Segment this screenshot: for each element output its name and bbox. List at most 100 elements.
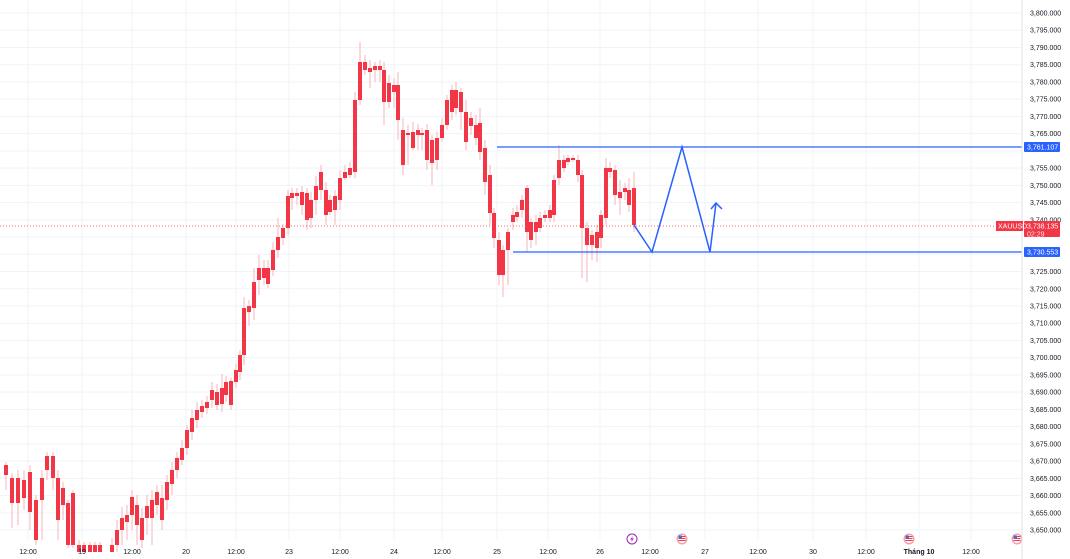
candle [324, 190, 328, 215]
price-tick-label: 3,775.000 [1030, 97, 1061, 104]
candle [71, 493, 75, 545]
candle [543, 215, 547, 218]
candle [552, 180, 556, 215]
time-tick-label: 30 [809, 549, 817, 556]
candle [4, 465, 8, 475]
us-flag-icon[interactable] [676, 533, 688, 545]
candle [387, 83, 391, 102]
candle [501, 250, 505, 275]
price-tick-label: 3,665.000 [1030, 476, 1061, 483]
price-axis-bg[interactable] [1022, 0, 1070, 559]
candle [120, 518, 124, 530]
price-tick-label: 3,790.000 [1030, 45, 1061, 52]
svg-text:XAUUSD: XAUUSD [998, 224, 1027, 231]
candle [314, 186, 318, 200]
candle [520, 200, 524, 210]
candle [165, 482, 169, 500]
time-tick-label: 26 [596, 549, 604, 556]
price-tick-label: 3,690.000 [1030, 390, 1061, 397]
candle [580, 175, 584, 228]
time-axis[interactable]: 12:00 19 12:00 20 12:00 23 12:00 24 12:00 25 12:00… [19, 549, 980, 556]
candle [333, 196, 337, 210]
candle [115, 530, 119, 545]
price-tick-label: 3,765.000 [1030, 131, 1061, 138]
price-tick-label: 3,800.000 [1030, 11, 1061, 18]
candle [309, 200, 313, 218]
price-tick-label: 3,695.000 [1030, 372, 1061, 379]
candle [51, 456, 55, 478]
candle [396, 85, 400, 120]
time-tick-label: 12:00 [539, 549, 557, 556]
candle [538, 218, 542, 228]
candles [4, 42, 636, 552]
price-tick-label: 3,795.000 [1030, 28, 1061, 35]
price-tick-label: 3,755.000 [1030, 166, 1061, 173]
candle [406, 133, 410, 135]
candle [305, 193, 309, 220]
candle [373, 66, 377, 70]
candle [130, 497, 134, 515]
projection-path[interactable] [633, 144, 717, 254]
candle [175, 458, 179, 470]
price-tick-label: 3,660.000 [1030, 493, 1061, 500]
time-tick-label: Tháng 10 [904, 549, 935, 556]
candle [40, 478, 44, 500]
candle [483, 148, 487, 182]
candle [140, 518, 144, 540]
candle [506, 232, 510, 250]
candle [363, 62, 367, 70]
candle [420, 133, 424, 135]
candle [511, 215, 515, 222]
time-tick-label: 12:00 [123, 549, 141, 556]
candle [82, 545, 86, 552]
candle [266, 268, 270, 284]
candle [571, 158, 575, 160]
price-tick-label: 3,680.000 [1030, 424, 1061, 431]
candle [45, 456, 49, 470]
grid-lines [0, 0, 1022, 540]
candle [613, 170, 617, 195]
symbol-tag [996, 221, 1023, 231]
time-tick-label: 12:00 [962, 549, 980, 556]
candle [368, 68, 372, 72]
lightning-icon[interactable] [626, 533, 638, 545]
candle [290, 193, 294, 198]
price-tick-label: 3,705.000 [1030, 338, 1061, 345]
candle [430, 140, 434, 163]
candle [590, 235, 594, 245]
candle [190, 418, 194, 432]
candle [576, 160, 580, 175]
candle [548, 210, 552, 218]
candle [281, 228, 285, 238]
candle [300, 192, 304, 205]
candle [454, 90, 458, 108]
svg-text:3,761.107: 3,761.107 [1027, 145, 1058, 152]
candle [252, 282, 256, 308]
candle [247, 306, 251, 312]
candle [632, 188, 636, 225]
candle [497, 240, 501, 275]
price-tick-label: 3,785.000 [1030, 62, 1061, 69]
candle [220, 388, 224, 404]
candle [464, 112, 468, 142]
candle [529, 222, 533, 240]
price-axis[interactable]: 3,800.000 3,795.000 3,790.000 3,785.000 3,78… [1021, 0, 1061, 559]
candle [145, 506, 149, 518]
time-tick-label: 12:00 [19, 549, 37, 556]
price-tick-label: 3,700.000 [1030, 355, 1061, 362]
us-flag-icon[interactable] [903, 533, 915, 545]
us-flag-icon[interactable] [1011, 533, 1023, 545]
candle [205, 402, 209, 408]
drawings[interactable] [0, 144, 1022, 254]
candle [435, 138, 439, 160]
time-tick-label: 19 [78, 549, 86, 556]
candle [110, 545, 114, 552]
candle [338, 178, 342, 200]
candle [93, 545, 97, 552]
event-markers[interactable] [626, 533, 1023, 545]
candle [185, 430, 189, 448]
time-tick-label: 12:00 [641, 549, 659, 556]
svg-text:3,730.553: 3,730.553 [1027, 250, 1058, 257]
candle [343, 172, 347, 178]
